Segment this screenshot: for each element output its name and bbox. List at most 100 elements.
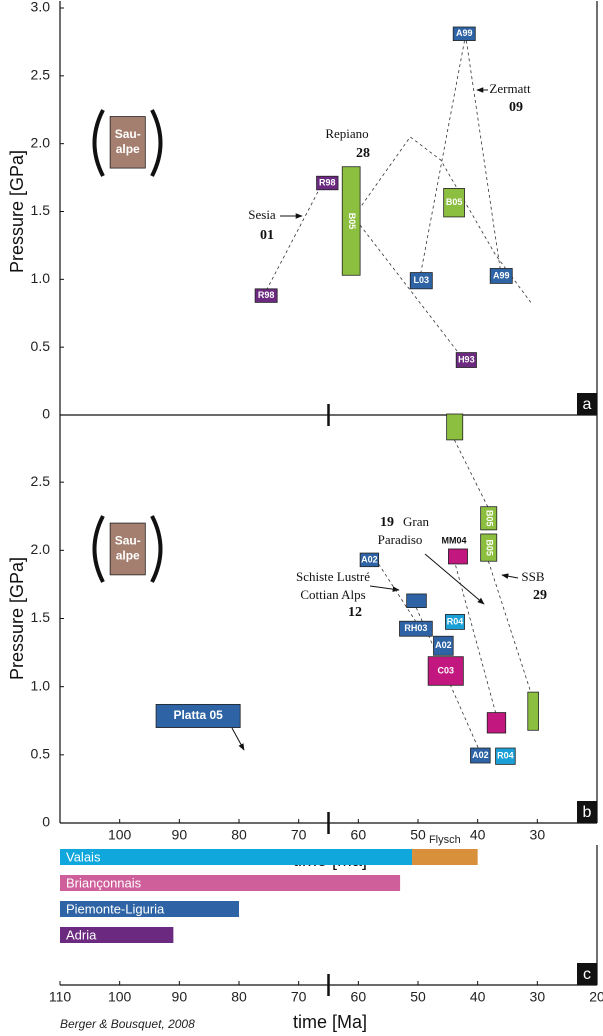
box-label: A99	[493, 270, 510, 280]
pt-box	[448, 548, 468, 565]
annotation: Zermatt	[489, 81, 531, 96]
box-label: R04	[497, 751, 514, 761]
box-label: R04	[447, 616, 464, 626]
box-label: Sau-	[115, 127, 141, 141]
x-tick-label: 70	[291, 827, 307, 843]
y-tick-label: 1.5	[31, 609, 51, 625]
dashed-path	[358, 136, 532, 303]
pt-box	[446, 413, 464, 441]
arrow	[424, 553, 485, 605]
pt-box	[445, 614, 465, 630]
y-tick-label: 1.0	[31, 677, 51, 693]
bar-label: Flysch	[429, 834, 461, 846]
dashed-path	[488, 561, 532, 693]
annotation: 29	[533, 588, 547, 603]
bar-label: Piemonte-Liguria	[66, 901, 165, 916]
box-label: B05	[446, 197, 463, 207]
pt-box	[480, 533, 498, 562]
x-tick-label: 100	[108, 827, 132, 843]
range-bar	[60, 927, 174, 943]
bracket	[150, 515, 163, 583]
bracket	[150, 109, 163, 177]
pt-box	[399, 620, 433, 637]
annotation: 01	[260, 228, 274, 243]
x-tick-label: 100	[108, 989, 132, 1005]
pt-box	[427, 656, 464, 686]
box-label: H93	[458, 354, 475, 364]
y-axis-title: Pressure [GPa]	[7, 557, 27, 680]
range-bar	[60, 849, 413, 865]
panel-tag-box	[577, 963, 597, 985]
pt-box	[486, 712, 507, 734]
box-label: RH03	[404, 623, 427, 633]
arrow	[231, 727, 245, 751]
box-label: Sau-	[115, 534, 141, 548]
bar-label: Adria	[66, 927, 97, 942]
x-tick-label: 110	[49, 989, 72, 1005]
box-label: B05	[484, 539, 494, 556]
x-tick-label: 60	[351, 989, 367, 1005]
pt-box	[455, 352, 477, 368]
x-tick-label: 90	[172, 989, 188, 1005]
box-label: alpe	[116, 142, 140, 156]
pt-box	[480, 506, 498, 531]
box-label: B05	[484, 510, 494, 527]
annotation: Paradiso	[378, 532, 423, 547]
box-label: A02	[472, 750, 489, 760]
pt-box	[452, 26, 476, 41]
y-tick-label: 1.0	[31, 270, 51, 286]
annotation: 28	[356, 146, 370, 161]
bar-label: Valais	[66, 849, 101, 864]
x-tick-label: 80	[231, 827, 247, 843]
dashed-path	[378, 563, 416, 622]
bracket	[92, 515, 105, 583]
y-tick-label: 2.0	[31, 541, 51, 557]
pt-box	[433, 635, 454, 656]
pt-box	[109, 522, 146, 576]
arrow	[369, 585, 400, 592]
y-tick-label: 0	[42, 406, 50, 422]
annotation: SSB	[521, 569, 544, 584]
x-tick-label: 60	[351, 827, 367, 843]
panel-tag: b	[583, 804, 592, 821]
box-label: A99	[456, 28, 473, 38]
x-tick-label: 80	[231, 989, 247, 1005]
dashed-path	[455, 565, 496, 713]
bar-label: Briançonnais	[66, 875, 142, 890]
y-tick-label: 2.0	[31, 134, 51, 150]
arrow	[501, 573, 519, 579]
box-label: B05	[347, 213, 357, 230]
x-tick-label: 90	[172, 827, 188, 843]
annotation: 19	[380, 515, 394, 530]
x-tick-label: 40	[470, 827, 486, 843]
y-tick-label: 0	[42, 814, 50, 830]
panel-tag-box	[577, 801, 597, 823]
box-label: MM04	[441, 535, 466, 545]
box-label: R98	[258, 290, 275, 300]
annotation: Cottian Alps	[300, 587, 365, 602]
pt-box	[359, 552, 380, 568]
y-tick-label: 0.5	[31, 746, 51, 762]
pt-box	[527, 691, 539, 731]
range-bar	[60, 875, 401, 891]
bracket	[92, 109, 105, 177]
annotation: Gran	[403, 514, 429, 529]
x-tick-label: 70	[291, 989, 307, 1005]
box-label: A02	[361, 554, 378, 564]
y-tick-label: 0.5	[31, 338, 51, 354]
y-tick-label: 2.5	[31, 67, 51, 83]
x-tick-label: 50	[410, 989, 426, 1005]
pt-box	[341, 166, 361, 276]
panel-tag-box	[577, 393, 597, 415]
box-label: alpe	[116, 549, 140, 563]
panel-tag: c	[583, 966, 591, 983]
x-tick-label: 30	[530, 827, 546, 843]
dashed-path	[266, 182, 323, 291]
dashed-path	[419, 40, 465, 276]
box-label: A02	[435, 640, 452, 650]
x-tick-label: 40	[470, 989, 486, 1005]
pt-box	[409, 272, 433, 290]
pt-box	[109, 116, 146, 169]
pt-box	[316, 175, 339, 191]
